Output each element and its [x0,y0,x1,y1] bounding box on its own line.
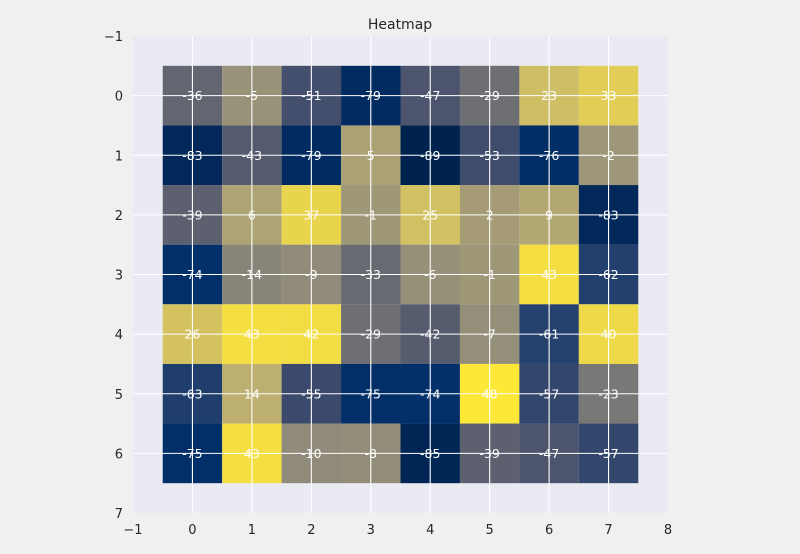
y-axis-ticks: −1 0 1 2 3 4 5 6 7 [104,30,123,522]
y-tick-label: 4 [115,328,123,343]
y-tick-label: 7 [115,507,123,522]
cell-value-label: -76 [539,148,559,163]
cell-value-label: -74 [420,386,440,401]
x-tick-label: 7 [604,523,612,538]
cell-value-label: -10 [301,446,321,461]
cell-value-label: 40 [601,327,617,342]
cell-value-label: 23 [541,88,557,103]
cell-value-label: 42 [303,327,319,342]
x-axis-ticks: −1 0 1 2 3 4 5 6 7 8 [123,523,672,538]
x-tick-label: 1 [248,523,256,538]
x-tick-label: 5 [486,523,494,538]
y-tick-label: 6 [115,447,123,462]
cell-value-label: -79 [361,88,381,103]
cell-value-label: -42 [420,327,440,342]
cell-value-label: -57 [598,446,618,461]
cell-value-label: -29 [361,327,381,342]
cell-value-label: 33 [601,88,617,103]
cell-value-label: -5 [246,88,258,103]
x-tick-label: 3 [367,523,375,538]
cell-value-label: -7 [483,327,495,342]
cell-value-label: 26 [184,327,200,342]
x-tick-label: −1 [123,523,142,538]
cell-value-label: 5 [367,148,375,163]
cell-value-label: -29 [479,88,499,103]
cell-value-label: -74 [182,267,202,282]
cell-value-label: -36 [182,88,202,103]
cell-value-label: -47 [539,446,559,461]
cell-value-label: -85 [420,446,440,461]
y-tick-label: 1 [115,149,123,164]
cell-value-label: -55 [301,386,321,401]
cell-value-label: -2 [602,148,614,163]
cell-value-label: -75 [182,446,202,461]
cell-value-label: -47 [420,88,440,103]
y-tick-label: 5 [115,388,123,403]
cell-value-label: 48 [482,386,498,401]
cell-value-label: -6 [424,267,437,282]
cell-value-label: -14 [242,267,262,282]
cell-value-label: -51 [301,88,321,103]
cell-value-label: -39 [182,207,202,222]
cell-value-label: -33 [361,267,381,282]
cell-value-label: -57 [539,386,559,401]
cell-value-label: -1 [365,207,377,222]
cell-value-label: -9 [305,267,318,282]
cell-value-label: -53 [479,148,499,163]
x-tick-label: 6 [545,523,553,538]
cell-value-label: -63 [182,386,202,401]
cell-value-label: -89 [420,148,440,163]
cell-value-label: 37 [303,207,319,222]
cell-value-label: 43 [244,327,260,342]
x-tick-label: 0 [188,523,196,538]
y-tick-label: 0 [115,90,123,105]
cell-value-label: -39 [479,446,499,461]
x-tick-label: 2 [307,523,315,538]
cell-value-label: 25 [422,207,438,222]
cell-value-label: 6 [248,207,256,222]
cell-value-label: -79 [301,148,321,163]
cell-value-label: -43 [242,148,262,163]
cell-value-label: 43 [244,446,260,461]
cell-value-label: 14 [244,386,260,401]
chart-title: Heatmap [368,17,432,33]
y-tick-label: 3 [115,269,123,284]
grid-lines [133,36,668,513]
cell-value-label: -8 [365,446,378,461]
cell-value-label: -83 [182,148,202,163]
y-tick-label: −1 [104,30,123,45]
cell-value-label: 2 [486,207,494,222]
y-tick-label: 2 [115,209,123,224]
cell-value-label: -23 [598,386,618,401]
cell-value-label: -1 [483,267,495,282]
cell-value-label: -83 [598,207,618,222]
cell-annotations: -36 -5 -51 -79 -47 -29 23 33-83 -43 -79 5 -89 -53 -76… [182,88,619,461]
cell-value-label: 43 [541,267,557,282]
cell-value-label: -62 [598,267,618,282]
x-tick-label: 4 [426,523,434,538]
cell-value-label: 9 [545,207,553,222]
cell-value-label: -75 [361,386,381,401]
x-tick-label: 8 [664,523,672,538]
cell-value-label: -61 [539,327,559,342]
